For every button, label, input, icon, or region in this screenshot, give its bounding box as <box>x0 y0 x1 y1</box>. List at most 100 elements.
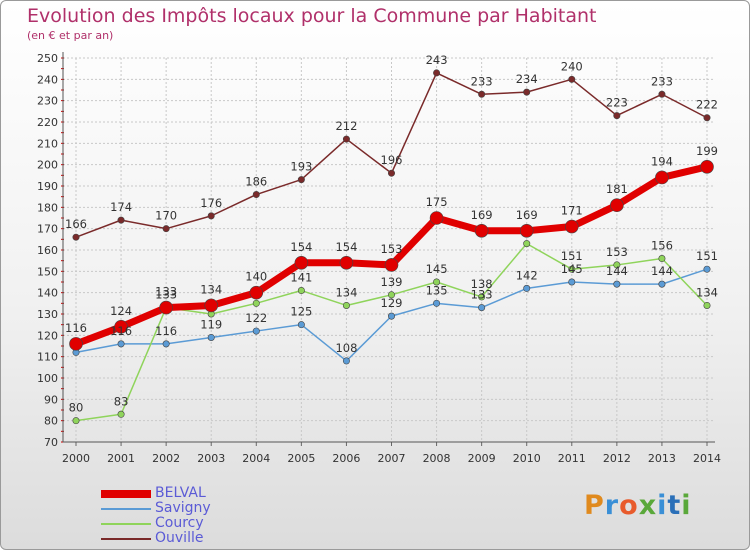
data-label-belval: 116 <box>65 321 87 335</box>
data-label-savigny: 144 <box>651 264 673 278</box>
data-label-ouville: 212 <box>335 119 357 133</box>
y-tick-label: 100 <box>37 372 58 385</box>
legend-swatch-belval <box>101 490 151 498</box>
data-label-savigny: 108 <box>335 341 357 355</box>
data-label-courcy: 151 <box>561 249 583 263</box>
data-label-savigny: 151 <box>696 249 718 263</box>
data-label-ouville: 233 <box>651 74 673 88</box>
data-label-ouville: 176 <box>200 196 222 210</box>
data-label-ouville: 223 <box>606 96 628 110</box>
data-point-savigny <box>297 321 305 329</box>
x-tick-label: 2014 <box>693 452 721 465</box>
legend-swatch-courcy <box>101 523 151 525</box>
brand-logo: Proxiti <box>584 490 692 521</box>
data-point-savigny <box>613 280 621 288</box>
x-tick-label: 2004 <box>242 452 270 465</box>
legend-item-courcy: Courcy <box>101 516 261 531</box>
x-tick-label: 2010 <box>513 452 541 465</box>
logo-letter: i <box>681 490 692 521</box>
x-tick-label: 2002 <box>152 452 180 465</box>
data-point-savigny <box>342 357 350 365</box>
data-label-savigny: 116 <box>155 324 177 338</box>
data-label-belval: 133 <box>155 285 177 299</box>
x-tick-label: 2007 <box>378 452 406 465</box>
data-label-savigny: 129 <box>381 296 403 310</box>
data-point-belval <box>610 198 624 212</box>
data-label-courcy: 145 <box>426 262 448 276</box>
data-label-ouville: 240 <box>561 59 583 73</box>
data-labels: 166 174 170 176 186 193 212 196 243 233 234 240 223 2… <box>65 53 718 415</box>
data-point-belval <box>655 170 669 185</box>
data-label-ouville: 196 <box>381 153 403 167</box>
legend-label-belval: BELVAL <box>155 485 206 501</box>
y-tick-label: 150 <box>37 265 58 278</box>
data-point-courcy <box>252 299 260 307</box>
y-tick-label: 200 <box>37 159 58 172</box>
data-label-ouville: 186 <box>245 175 267 189</box>
data-point-ouville <box>162 225 170 233</box>
data-label-ouville: 222 <box>696 98 718 112</box>
data-label-ouville: 243 <box>426 53 448 67</box>
y-tick-label: 70 <box>44 436 58 449</box>
x-tick-label: 2013 <box>648 452 676 465</box>
data-label-belval: 154 <box>335 240 357 254</box>
data-label-belval: 134 <box>200 282 222 296</box>
data-point-belval <box>519 224 534 238</box>
y-tick-label: 180 <box>37 201 58 214</box>
data-point-courcy <box>523 240 531 248</box>
logo-letter: P <box>584 490 605 521</box>
y-tick-label: 140 <box>37 287 58 300</box>
data-point-belval <box>429 211 444 225</box>
chart-subtitle: (en € et par an) <box>27 29 114 42</box>
series-group <box>69 69 714 425</box>
data-label-savigny: 122 <box>245 311 267 325</box>
data-label-belval: 169 <box>516 208 538 222</box>
data-point-belval <box>249 285 264 300</box>
logo-letter: x <box>638 490 658 521</box>
legend-swatch-ouville <box>101 538 151 540</box>
legend-label-courcy: Courcy <box>155 515 204 531</box>
data-point-ouville <box>342 135 350 143</box>
data-label-savigny: 145 <box>561 262 583 276</box>
y-tick-label: 90 <box>44 393 58 406</box>
data-label-savigny: 116 <box>110 324 132 338</box>
y-tick-label: 170 <box>37 223 58 236</box>
x-tick-label: 2008 <box>423 452 451 465</box>
data-point-belval <box>339 255 354 270</box>
data-point-ouville <box>523 88 531 96</box>
data-label-savigny: 119 <box>200 317 222 331</box>
grid <box>63 57 715 443</box>
data-label-ouville: 234 <box>516 72 538 86</box>
y-tick-label: 220 <box>37 116 58 129</box>
data-point-belval <box>159 300 173 315</box>
x-tick-label: 2003 <box>197 452 225 465</box>
data-label-courcy: 134 <box>696 285 718 299</box>
logo-letter: r <box>604 490 620 521</box>
logo-letter: t <box>667 490 682 521</box>
data-point-belval <box>69 337 83 351</box>
data-label-belval: 140 <box>245 270 267 284</box>
axes <box>61 52 715 446</box>
data-label-savigny: 135 <box>426 283 448 297</box>
x-tick-label: 2005 <box>287 452 315 465</box>
data-label-courcy: 138 <box>471 277 493 291</box>
data-point-belval <box>114 319 128 334</box>
data-point-savigny <box>207 333 215 341</box>
y-tick-label: 110 <box>37 351 58 364</box>
data-label-belval: 199 <box>696 144 718 158</box>
data-point-ouville <box>387 169 395 177</box>
legend-item-savigny: Savigny <box>101 501 261 516</box>
data-point-belval <box>384 258 399 272</box>
y-tick-label: 130 <box>37 308 58 321</box>
data-point-savigny <box>568 278 576 286</box>
x-tick-label: 2011 <box>558 452 586 465</box>
data-label-savigny: 133 <box>471 288 493 302</box>
y-tick-label: 160 <box>37 244 58 257</box>
data-point-courcy <box>433 278 441 286</box>
y-tick-label: 80 <box>44 415 58 428</box>
data-point-savigny <box>117 340 125 348</box>
x-tick-label: 2001 <box>107 452 135 465</box>
data-point-ouville <box>568 75 576 83</box>
